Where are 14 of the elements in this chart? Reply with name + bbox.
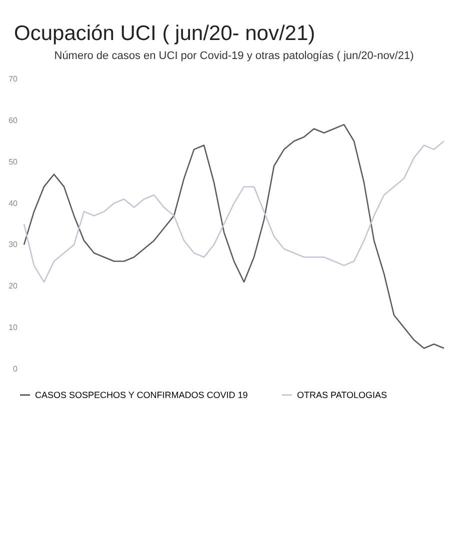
y-tick-label: 30 bbox=[8, 240, 18, 250]
legend-label: OTRAS PATOLOGIAS bbox=[297, 390, 388, 400]
chart-title: Ocupación UCI ( jun/20- nov/21) bbox=[14, 22, 316, 46]
line-series bbox=[23, 124, 445, 349]
legend-label: CASOS SOSPECHOS Y CONFIRMADOS COVID 19 bbox=[35, 390, 248, 400]
line-series bbox=[23, 140, 445, 283]
y-tick-label: 70 bbox=[8, 74, 18, 84]
y-tick-label: 0 bbox=[13, 364, 18, 374]
y-tick-label: 10 bbox=[8, 323, 18, 332]
y-tick-label: 50 bbox=[8, 157, 18, 166]
chart-subtitle: Número de casos en UCI por Covid-19 y otras patologías ( jun/20-nov/21) bbox=[54, 50, 414, 62]
y-tick-label: 40 bbox=[8, 198, 18, 208]
y-tick-label: 60 bbox=[8, 116, 18, 125]
y-tick-label: 20 bbox=[8, 282, 18, 291]
